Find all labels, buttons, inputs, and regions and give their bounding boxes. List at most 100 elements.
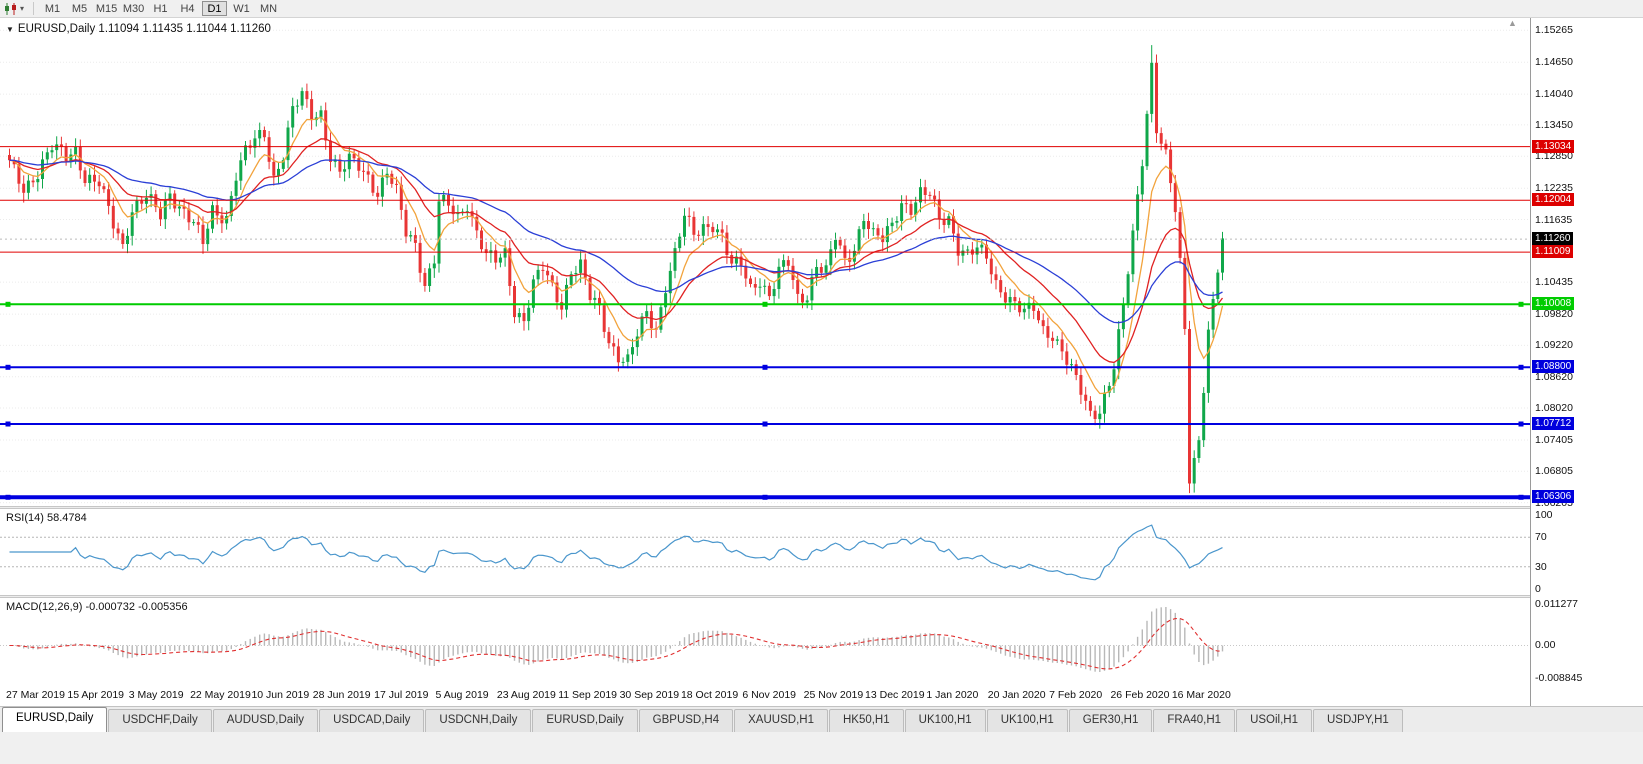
line-handle (762, 364, 768, 370)
axis-label: 1.09820 (1535, 308, 1573, 321)
macd-signal-line (9, 618, 1223, 670)
date-label: 22 May 2019 (190, 689, 251, 701)
chart-tab-2[interactable]: AUDUSD,Daily (212, 709, 319, 732)
chart-tab-9[interactable]: UK100,H1 (904, 709, 986, 732)
line-handle (1518, 301, 1524, 307)
candles (8, 45, 1224, 494)
line-handle (762, 421, 768, 427)
panel-separator[interactable] (0, 506, 1643, 509)
line-handle (5, 494, 11, 500)
date-axis: 27 Mar 2019 15 Apr 2019 3 May 2019 22 May 2… (0, 684, 1643, 706)
chart-tab-5[interactable]: EURUSD,Daily (532, 709, 638, 732)
date-label: 5 Aug 2019 (435, 689, 489, 701)
axis-label: 1.08620 (1535, 370, 1573, 383)
line-handle (5, 421, 11, 427)
ohlc-text: EURUSD,Daily 1.11094 1.11435 1.11044 1.1… (17, 23, 271, 35)
line-handle (5, 301, 11, 307)
axis-label: 70 (1535, 531, 1547, 544)
line-handle (762, 301, 768, 307)
chart-tab-4[interactable]: USDCNH,Daily (425, 709, 532, 732)
chart-window: ▼ EURUSD,Daily 1.11094 1.11435 1.11044 1… (0, 18, 1643, 706)
axis-label: 1.09220 (1535, 339, 1573, 352)
date-label: 16 Mar 2020 (1171, 689, 1231, 701)
axis-label: 1.07405 (1535, 434, 1573, 447)
axis-price-tag: 1.10008 (1532, 297, 1575, 311)
chart-tab-bar: EURUSD,Daily USDCHF,Daily AUDUSD,Daily USDC… (0, 706, 1643, 732)
date-label: 15 Apr 2019 (67, 689, 124, 701)
chart-tab-11[interactable]: GER30,H1 (1068, 709, 1153, 732)
symbol-dropdown-icon[interactable]: ▼ (6, 24, 14, 34)
line-handle (5, 364, 11, 370)
chart-tab-12[interactable]: FRA40,H1 (1153, 709, 1236, 732)
axis-price-tag: 1.12004 (1532, 193, 1575, 207)
price-axis: 1.15265 1.14650 1.14040 1.13450 1.12850 1.122… (1530, 18, 1643, 706)
date-label: 28 Jun 2019 (312, 689, 371, 701)
axis-price-tag: 1.11009 (1532, 245, 1574, 259)
chart-type-dropdown-icon[interactable]: ▾ (20, 4, 25, 13)
top-toolbar: ▾ M1 M5 M15 M30 H1 H4 D1 W1 MN (0, 0, 1643, 18)
date-label: 7 Feb 2020 (1049, 689, 1103, 701)
axis-label: 1.11635 (1535, 213, 1573, 226)
axis-label: -0.008845 (1535, 672, 1583, 684)
axis-label: 0.011277 (1535, 598, 1579, 610)
axis-label: 1.13450 (1535, 118, 1573, 131)
axis-label: 1.06805 (1535, 465, 1573, 478)
horizontal-lines (0, 146, 1530, 500)
chart-tab-1[interactable]: USDCHF,Daily (108, 709, 212, 732)
chart-tab-6[interactable]: GBPUSD,H4 (638, 709, 734, 732)
date-label: 25 Nov 2019 (803, 689, 864, 701)
axis-label: 0 (1535, 583, 1541, 595)
timeframe-button-m5[interactable]: M5 (71, 3, 88, 15)
chart-tab-0[interactable]: EURUSD,Daily (2, 707, 108, 732)
timeframe-button-m15[interactable]: M15 (95, 3, 118, 15)
date-label: 30 Sep 2019 (619, 689, 680, 701)
axis-label: 30 (1535, 560, 1547, 573)
rsi-panel-canvas[interactable] (0, 509, 1530, 595)
line-handle (762, 494, 768, 500)
rsi-levels (0, 536, 1530, 568)
chart-tab-14[interactable]: USDJPY,H1 (1313, 709, 1403, 732)
date-label: 1 Jan 2020 (926, 689, 979, 701)
timeframe-button-d1[interactable]: D1 (202, 1, 228, 16)
date-label: 27 Mar 2019 (6, 689, 65, 701)
chart-ohlc-header: ▼ EURUSD,Daily 1.11094 1.11435 1.11044 1… (6, 23, 271, 35)
axis-label: 1.14040 (1535, 88, 1573, 101)
line-handle (1518, 494, 1524, 500)
line-handle (1518, 421, 1524, 427)
date-label: 3 May 2019 (128, 689, 184, 701)
axis-price-tag: 1.11260 (1532, 232, 1574, 246)
timeframe-button-h4[interactable]: H4 (180, 3, 195, 15)
panel-separator[interactable] (0, 595, 1643, 598)
candlestick-chart-icon[interactable] (4, 2, 18, 15)
axis-label: 1.10435 (1535, 276, 1573, 289)
axis-price-tag: 1.07712 (1532, 417, 1575, 431)
timeframe-button-h1[interactable]: H1 (153, 3, 168, 15)
axis-label: 100 (1535, 509, 1553, 521)
chart-tab-8[interactable]: HK50,H1 (828, 709, 904, 732)
timeframe-button-m30[interactable]: M30 (122, 3, 145, 15)
axis-label: 1.15265 (1535, 24, 1573, 37)
date-label: 13 Dec 2019 (865, 689, 925, 701)
price-chart-canvas[interactable] (0, 18, 1530, 506)
chart-tab-7[interactable]: XAUUSD,H1 (734, 709, 828, 732)
axis-label: 1.14650 (1535, 56, 1573, 69)
timeframe-button-mn[interactable]: MN (259, 3, 278, 15)
axis-label: 1.12850 (1535, 150, 1573, 163)
scroll-up-icon[interactable]: ▲ (1508, 18, 1517, 28)
chart-tab-13[interactable]: USOil,H1 (1236, 709, 1312, 732)
macd-label: MACD(12,26,9) -0.000732 -0.005356 (6, 601, 188, 613)
macd-histogram (13, 607, 1224, 672)
date-label: 10 Jun 2019 (251, 689, 310, 701)
chart-tab-3[interactable]: USDCAD,Daily (319, 709, 425, 732)
axis-price-tag: 1.13034 (1532, 139, 1575, 153)
toolbar-separator (33, 2, 35, 15)
timeframe-button-m1[interactable]: M1 (44, 3, 61, 15)
timeframe-button-w1[interactable]: W1 (233, 3, 250, 15)
date-label: 11 Sep 2019 (558, 689, 618, 701)
axis-label: 0.00 (1535, 639, 1556, 652)
axis-price-tag: 1.06306 (1532, 490, 1575, 504)
axis-label: 1.12235 (1535, 182, 1573, 195)
date-label: 17 Jul 2019 (374, 689, 429, 701)
chart-tab-10[interactable]: UK100,H1 (986, 709, 1068, 732)
macd-panel-canvas[interactable] (0, 598, 1530, 684)
